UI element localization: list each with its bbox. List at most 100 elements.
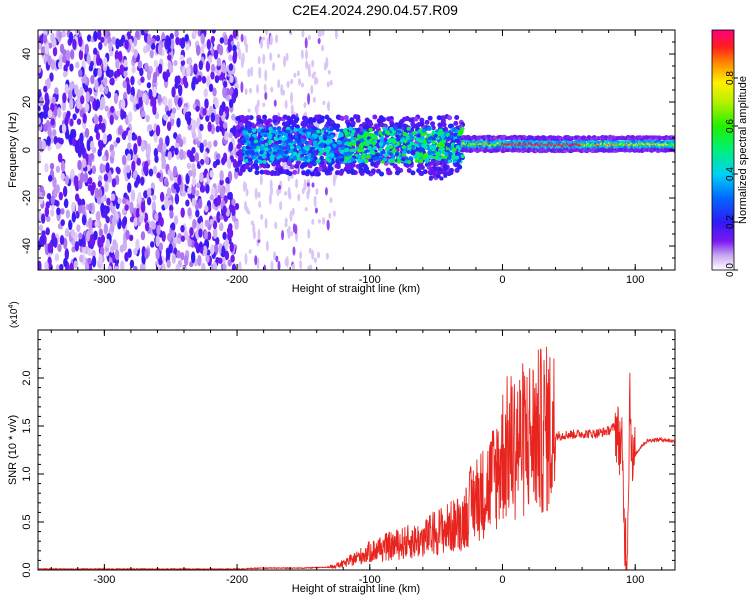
band-cell	[408, 156, 414, 161]
noise-cell	[137, 135, 142, 147]
band-cell	[365, 154, 371, 159]
band-cell	[322, 139, 328, 144]
band-halo-cell	[334, 163, 340, 169]
noise-cell	[175, 263, 180, 270]
band-halo-cell	[402, 116, 408, 122]
noise-cell	[129, 259, 135, 269]
faint-cell	[287, 228, 291, 240]
band-cell	[312, 159, 317, 164]
band-cell	[348, 126, 353, 131]
band-cell	[357, 159, 363, 164]
noise-cell	[164, 180, 169, 187]
band-cell	[304, 155, 309, 160]
noise-cell	[204, 156, 210, 165]
noise-cell	[78, 49, 84, 61]
noise-cell	[40, 234, 45, 247]
noise-cell	[94, 127, 99, 134]
band-cell	[261, 154, 267, 159]
noise-cell	[105, 162, 110, 174]
noise-cell	[65, 209, 71, 219]
band-cell	[263, 147, 269, 152]
noise-cell	[77, 198, 82, 206]
noise-cell	[45, 227, 50, 236]
band-halo-cell	[292, 169, 298, 175]
noise-cell	[200, 158, 205, 166]
noise-cell	[76, 118, 82, 125]
noise-cell	[38, 42, 43, 50]
noise-cell	[84, 127, 90, 139]
noise-cell	[222, 86, 227, 98]
band-cell	[310, 153, 316, 158]
faint-cell	[274, 221, 278, 230]
noise-cell	[48, 174, 53, 182]
band-cell	[405, 135, 411, 140]
noise-cell	[198, 228, 203, 238]
noise-cell	[202, 248, 208, 255]
x-tick-label: -100	[359, 274, 381, 286]
band-cell	[293, 127, 298, 132]
band-halo-cell	[278, 169, 284, 175]
faint-cell	[278, 184, 282, 190]
noise-cell	[176, 117, 181, 128]
faint-cell	[266, 37, 270, 50]
band-cell	[410, 144, 416, 149]
noise-cell	[227, 259, 232, 267]
noise-cell	[166, 37, 172, 48]
noise-cell	[154, 212, 159, 222]
noise-cell	[155, 124, 161, 137]
noise-cell	[165, 135, 170, 147]
noise-cell	[199, 142, 204, 154]
dip-cell	[429, 167, 434, 172]
band-cell	[446, 143, 451, 148]
band-cell	[343, 138, 348, 143]
band-cell	[428, 154, 433, 159]
noise-cell	[98, 122, 103, 130]
noise-cell	[87, 249, 92, 257]
noise-cell	[187, 123, 192, 131]
band-halo-cell	[247, 167, 253, 173]
band-halo-cell	[315, 171, 321, 177]
noise-cell	[94, 187, 100, 200]
band-cell	[373, 135, 379, 140]
band-halo-cell	[440, 117, 446, 123]
noise-cell	[64, 228, 70, 238]
band-cell	[434, 152, 440, 157]
noise-cell	[69, 118, 74, 127]
noise-cell	[122, 111, 127, 119]
noise-cell	[173, 215, 179, 225]
noise-cell	[147, 33, 152, 46]
noise-cell	[167, 232, 172, 242]
band-halo-cell	[364, 117, 370, 123]
noise-cell	[39, 111, 45, 119]
band-halo-cell	[410, 170, 416, 176]
noise-cell	[110, 149, 115, 158]
noise-cell	[159, 217, 164, 227]
band-cell	[438, 128, 443, 133]
band-cell	[259, 147, 264, 152]
noise-cell	[99, 84, 104, 93]
band-cell	[421, 143, 426, 148]
band-halo-cell	[353, 114, 359, 120]
band-halo-cell	[441, 122, 447, 128]
noise-cell	[231, 198, 236, 206]
noise-cell	[166, 121, 172, 132]
noise-cell	[39, 95, 44, 107]
noise-cell	[180, 59, 186, 67]
noise-cell	[97, 30, 102, 41]
noise-cell	[218, 108, 224, 116]
band-cell	[440, 146, 445, 151]
faint-cell	[306, 190, 310, 200]
narrow-band-cell	[672, 141, 675, 145]
band-halo-cell	[276, 116, 282, 122]
noise-cell	[43, 123, 48, 132]
faint-cell	[332, 210, 336, 217]
noise-cell	[102, 56, 108, 68]
faint-cell	[256, 84, 260, 94]
noise-cell	[136, 157, 141, 166]
noise-cell	[213, 139, 218, 147]
faint-cell	[281, 230, 285, 241]
noise-cell	[65, 58, 70, 68]
noise-cell	[59, 234, 65, 246]
noise-cell	[167, 168, 172, 177]
noise-cell	[209, 170, 214, 178]
